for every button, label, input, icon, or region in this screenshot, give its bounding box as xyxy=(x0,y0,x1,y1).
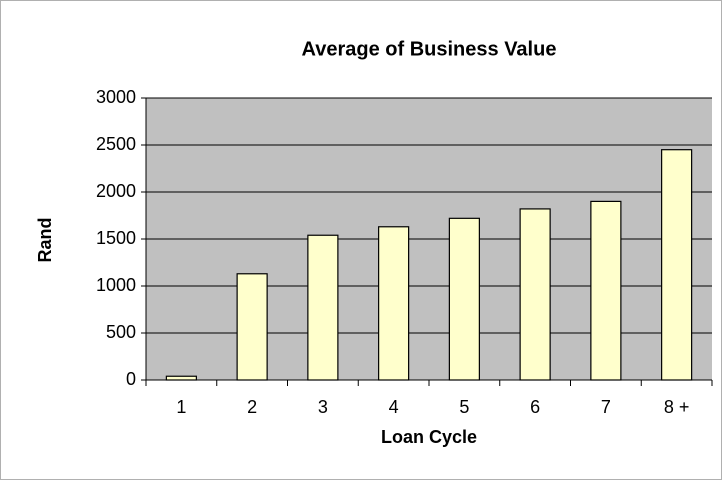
bar xyxy=(165,375,197,381)
x-tick-label: 6 xyxy=(530,397,540,417)
bar xyxy=(307,234,339,381)
x-tick-label: 4 xyxy=(389,397,399,417)
y-tick-label: 500 xyxy=(106,322,136,342)
y-axis-label: Rand xyxy=(35,218,55,263)
y-tick-label: 0 xyxy=(126,369,136,389)
x-tick-label: 2 xyxy=(247,397,257,417)
bar xyxy=(236,273,268,381)
bar xyxy=(378,226,410,381)
x-tick-label: 8 + xyxy=(664,397,690,417)
bar xyxy=(590,200,622,381)
bar xyxy=(448,217,480,381)
y-tick-label: 3000 xyxy=(96,87,136,107)
x-tick-label: 1 xyxy=(176,397,186,417)
x-tick-label: 5 xyxy=(459,397,469,417)
bar xyxy=(661,149,693,381)
x-axis-label: Loan Cycle xyxy=(381,427,477,447)
chart-title: Average of Business Value xyxy=(302,38,557,60)
y-tick-label: 1500 xyxy=(96,228,136,248)
x-tick-label: 7 xyxy=(601,397,611,417)
y-tick-label: 2500 xyxy=(96,134,136,154)
y-tick-label: 2000 xyxy=(96,181,136,201)
bar xyxy=(519,208,551,381)
y-tick-label: 1000 xyxy=(96,275,136,295)
x-tick-label: 3 xyxy=(318,397,328,417)
